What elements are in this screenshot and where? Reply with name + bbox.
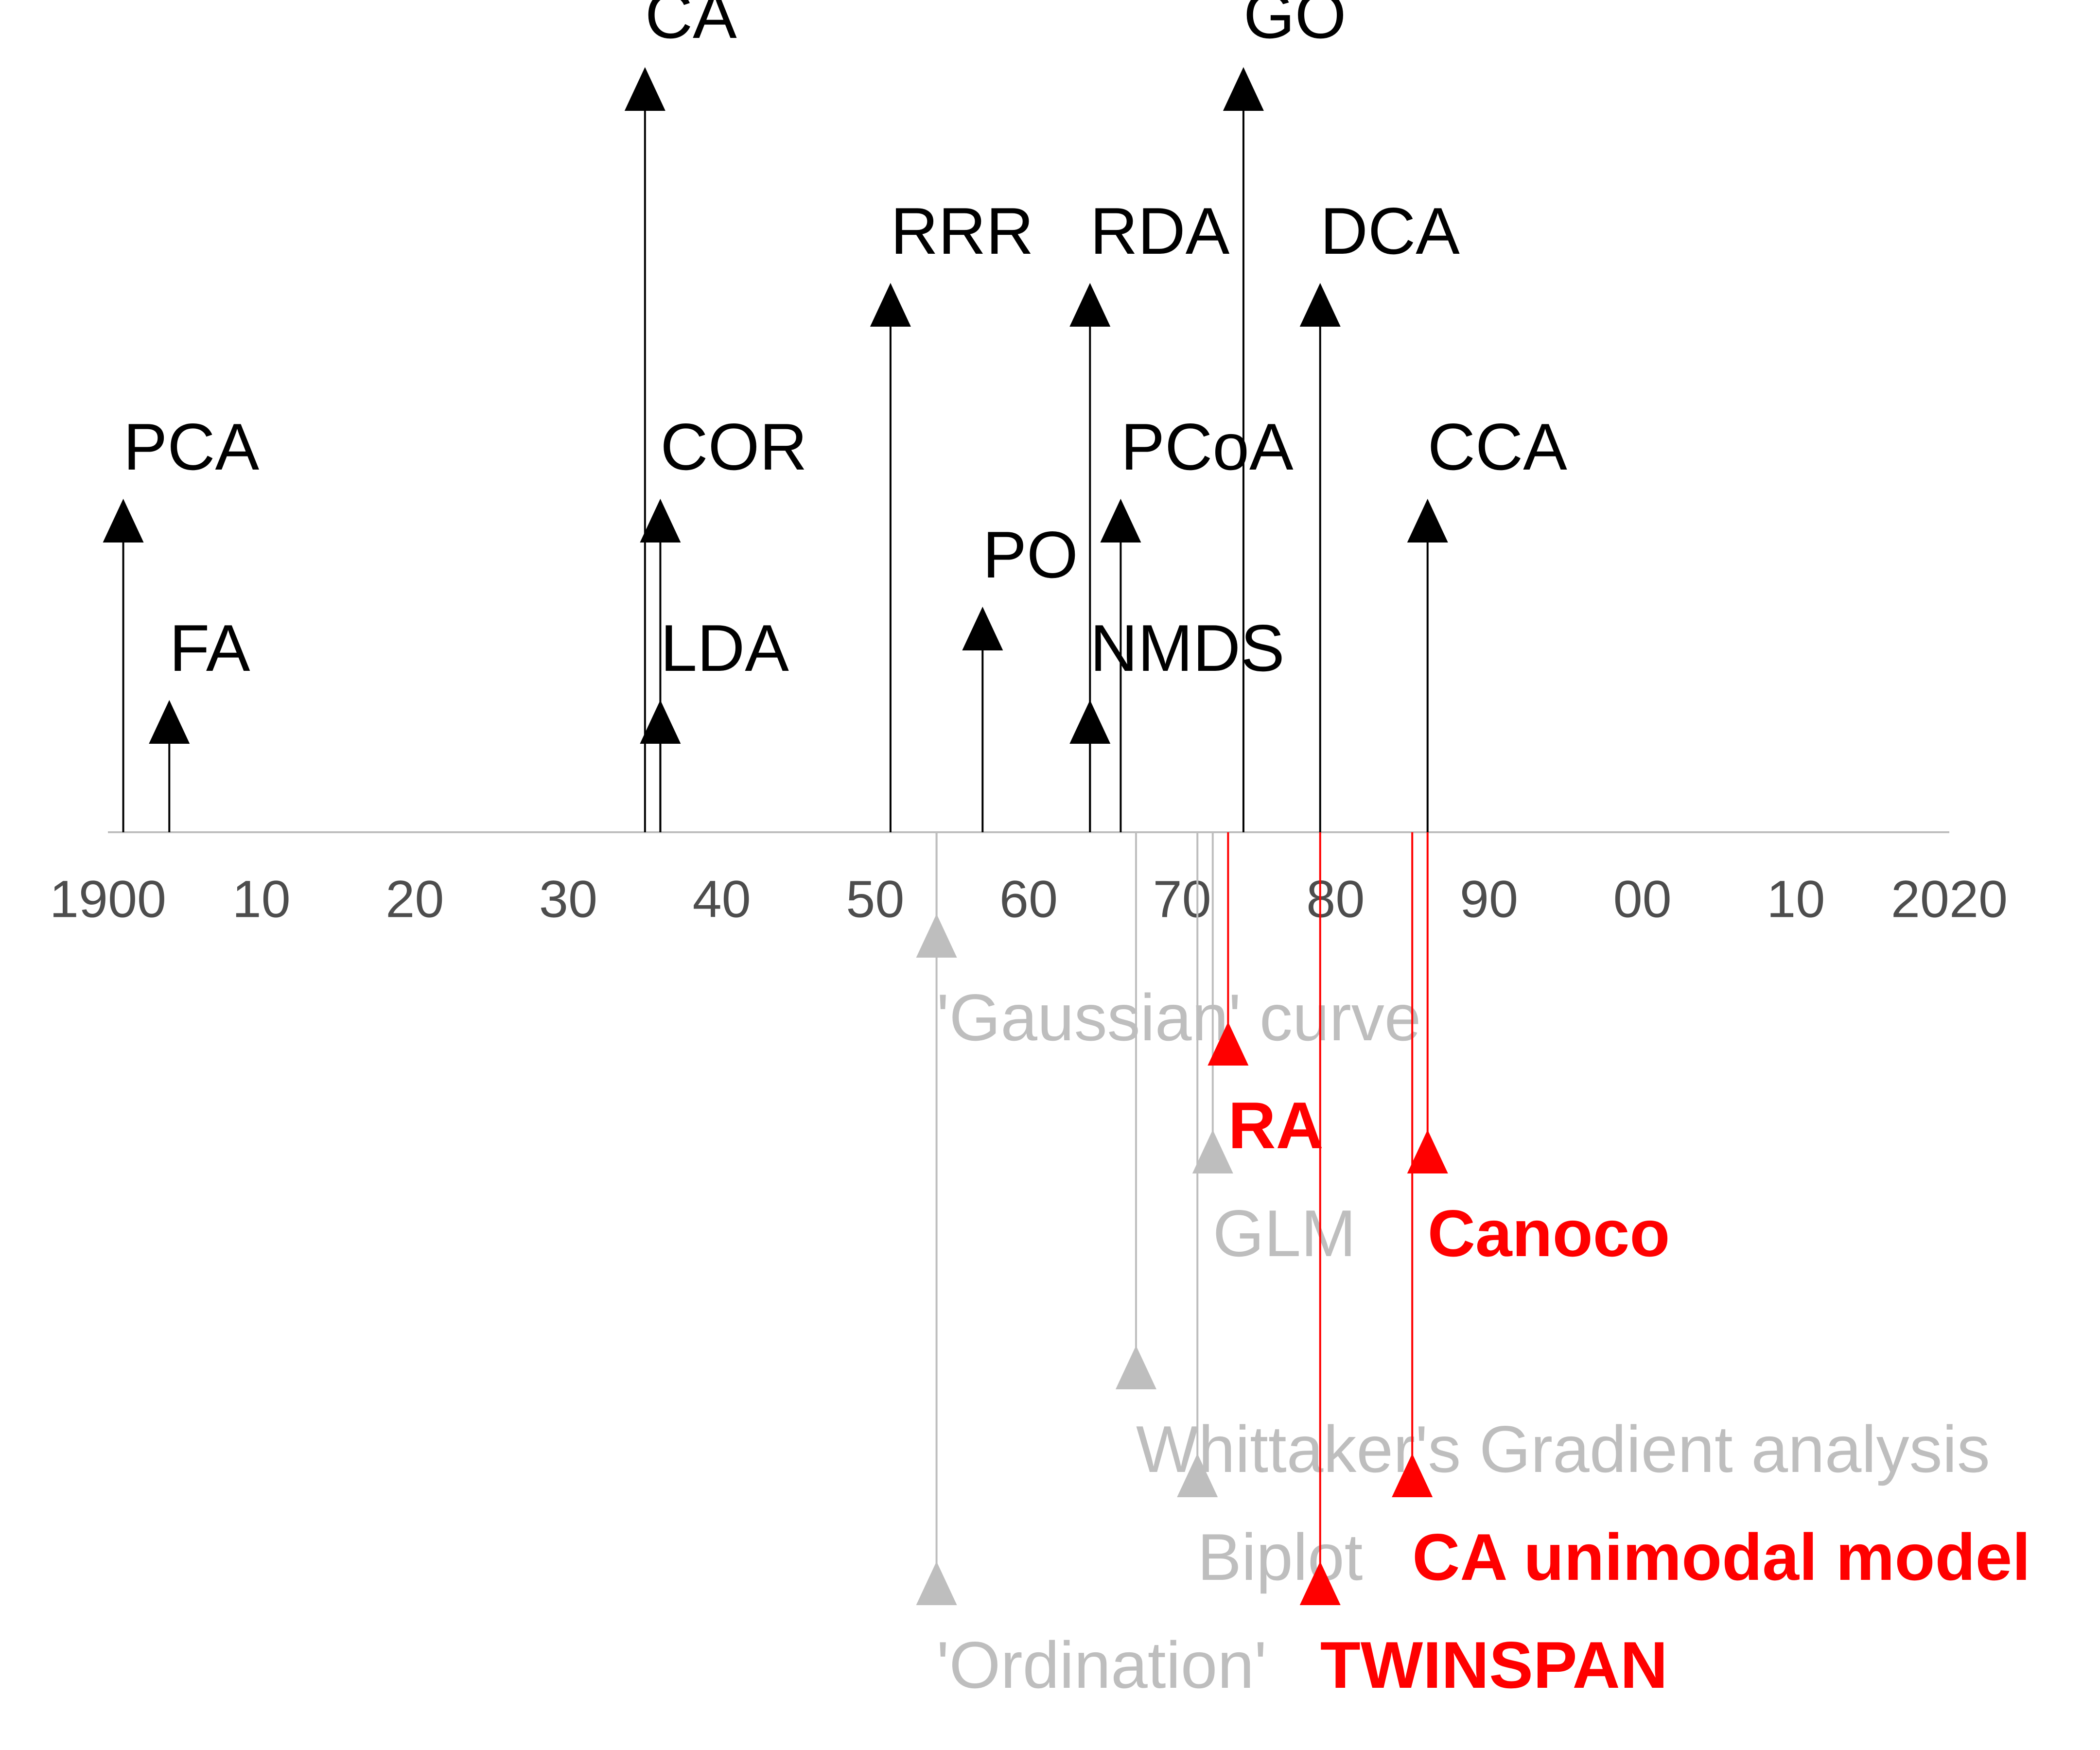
tick-label: 60 bbox=[999, 869, 1058, 928]
event-concepts-glm: GLM bbox=[1192, 832, 1356, 1270]
event-concepts-biplot: Biplot bbox=[1177, 832, 1363, 1594]
event-arrowhead bbox=[1208, 1022, 1249, 1066]
event-methods-pcoa: PCoA bbox=[1100, 410, 1294, 832]
event-methods-fa: FA bbox=[149, 611, 250, 832]
event-label: RDA bbox=[1090, 194, 1229, 268]
event-arrowhead bbox=[916, 1561, 957, 1605]
event-arrowhead bbox=[1299, 283, 1341, 327]
event-arrowhead bbox=[1069, 700, 1111, 744]
event-label: NMDS bbox=[1090, 611, 1284, 685]
event-methods-cor: COR bbox=[640, 410, 807, 832]
event-methods-ca: CA bbox=[624, 0, 737, 832]
event-methods-po: PO bbox=[962, 518, 1078, 832]
tick-label: 40 bbox=[693, 869, 751, 928]
event-arrowhead bbox=[149, 700, 190, 744]
event-label: CA bbox=[645, 0, 737, 52]
tick-label: 00 bbox=[1613, 869, 1672, 928]
tick-label: 70 bbox=[1153, 869, 1211, 928]
event-label: Canoco bbox=[1428, 1196, 1670, 1270]
event-arrowhead bbox=[624, 67, 665, 111]
event-arrowhead bbox=[640, 499, 681, 542]
event-arrowhead bbox=[1100, 499, 1141, 542]
tick-label: 50 bbox=[846, 869, 904, 928]
event-arrowhead bbox=[962, 607, 1003, 650]
tick-label: 90 bbox=[1460, 869, 1518, 928]
event-label: COR bbox=[660, 410, 807, 484]
event-arrowhead bbox=[640, 700, 681, 744]
event-label: FA bbox=[169, 611, 250, 685]
event-label: CA unimodal model bbox=[1412, 1520, 2030, 1594]
event-label: PO bbox=[982, 518, 1078, 592]
year-tick-labels: 1900 10 20 30 40 50 60 70 80 90 00 10 2020 bbox=[50, 869, 2008, 928]
event-concepts-whittaker-s-gradient-analysis: Whittaker's Gradient analysis bbox=[1115, 832, 1990, 1486]
event-arrowhead bbox=[1069, 283, 1111, 327]
event-arrowhead bbox=[103, 499, 144, 542]
event-label: TWINSPAN bbox=[1320, 1628, 1668, 1702]
event-label: CCA bbox=[1428, 410, 1567, 484]
event-label: LDA bbox=[660, 611, 789, 685]
event-methods-go: GO bbox=[1223, 0, 1347, 832]
event-software-ca-unimodal-model: CA unimodal model bbox=[1392, 832, 2030, 1594]
event-label: DCA bbox=[1320, 194, 1460, 268]
event-methods-lda: LDA bbox=[640, 611, 789, 832]
tick-label: 80 bbox=[1306, 869, 1365, 928]
event-label: 'Ordination' bbox=[937, 1628, 1267, 1702]
event-label: GLM bbox=[1213, 1196, 1356, 1270]
event-methods-pca: PCA bbox=[103, 410, 260, 832]
tick-label: 10 bbox=[232, 869, 291, 928]
event-arrowhead bbox=[870, 283, 911, 327]
event-arrowhead bbox=[1192, 1130, 1233, 1173]
event-methods-nmds: NMDS bbox=[1069, 611, 1285, 832]
event-methods-rrr: RRR bbox=[870, 194, 1034, 832]
event-label: Whittaker's Gradient analysis bbox=[1136, 1412, 1990, 1486]
event-label: RA bbox=[1228, 1088, 1323, 1162]
event-concepts-gaussian-curve: 'Gaussian' curve bbox=[916, 832, 1421, 1054]
event-software-twinspan: TWINSPAN bbox=[1299, 832, 1668, 1702]
event-label: PCA bbox=[123, 410, 260, 484]
event-software-canoco: Canoco bbox=[1407, 832, 1670, 1270]
event-label: GO bbox=[1243, 0, 1347, 52]
event-arrowhead bbox=[1177, 1453, 1218, 1497]
tick-label: 1900 bbox=[50, 869, 166, 928]
event-label: Biplot bbox=[1197, 1520, 1363, 1594]
event-arrowhead bbox=[1407, 1130, 1448, 1173]
event-arrowhead bbox=[1115, 1346, 1156, 1389]
event-arrowhead bbox=[1392, 1453, 1433, 1497]
event-label: PCoA bbox=[1120, 410, 1294, 484]
event-arrowhead bbox=[1223, 67, 1264, 111]
timeline-events: PCA FA CA COR LDA RRR PO RDA NMDS PCoA GO DCA CCA 'Ga… bbox=[103, 0, 2030, 1702]
tick-label: 20 bbox=[385, 869, 444, 928]
event-arrowhead bbox=[1407, 499, 1448, 542]
event-software-ra: RA bbox=[1208, 832, 1324, 1162]
event-label: RRR bbox=[891, 194, 1034, 268]
event-methods-dca: DCA bbox=[1299, 194, 1460, 832]
event-methods-cca: CCA bbox=[1407, 410, 1567, 832]
event-label: 'Gaussian' curve bbox=[937, 980, 1421, 1054]
event-arrowhead bbox=[1299, 1561, 1341, 1605]
tick-label: 30 bbox=[539, 869, 597, 928]
tick-label: 2020 bbox=[1891, 869, 2008, 928]
tick-label: 10 bbox=[1767, 869, 1825, 928]
event-concepts-ordination: 'Ordination' bbox=[916, 832, 1267, 1702]
